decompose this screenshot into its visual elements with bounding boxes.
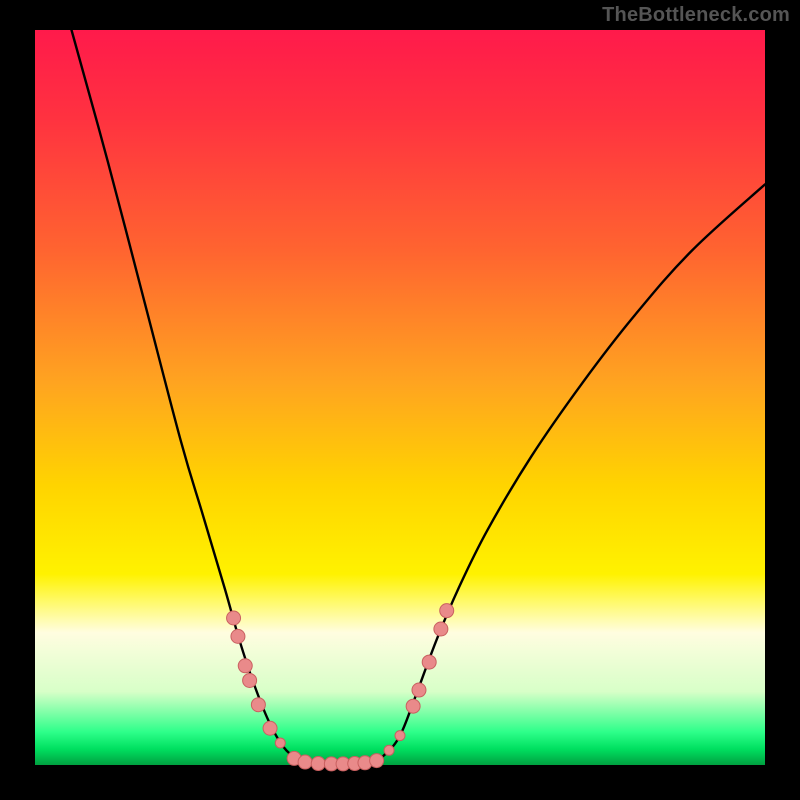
- data-marker: [263, 721, 277, 735]
- chart-canvas: TheBottleneck.com: [0, 0, 800, 800]
- data-marker: [434, 622, 448, 636]
- data-marker: [370, 754, 384, 768]
- data-marker: [384, 745, 394, 755]
- data-marker: [231, 629, 245, 643]
- data-marker: [412, 683, 426, 697]
- data-marker: [440, 604, 454, 618]
- bottleneck-curve: [72, 30, 766, 764]
- data-marker: [251, 698, 265, 712]
- data-marker: [275, 738, 285, 748]
- watermark-text: TheBottleneck.com: [602, 4, 790, 27]
- data-marker: [311, 757, 325, 771]
- data-marker: [227, 611, 241, 625]
- data-marker: [298, 755, 312, 769]
- bottleneck-curve-chart: [35, 30, 765, 765]
- data-marker: [422, 655, 436, 669]
- data-marker: [243, 673, 257, 687]
- data-marker: [238, 659, 252, 673]
- plot-area: [35, 30, 765, 765]
- data-marker: [406, 699, 420, 713]
- data-marker: [395, 731, 405, 741]
